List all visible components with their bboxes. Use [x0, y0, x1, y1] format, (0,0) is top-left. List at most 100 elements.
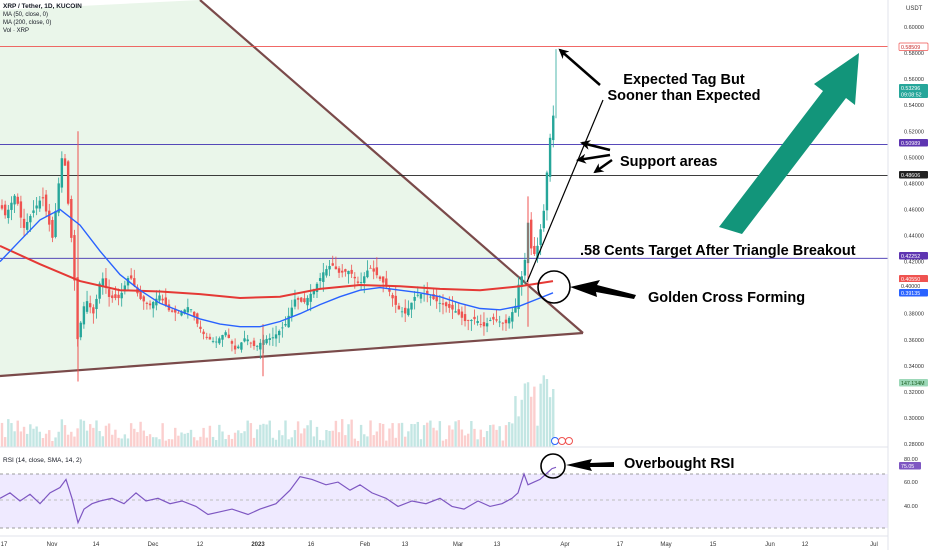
candle: [438, 294, 442, 313]
volume-bar: [438, 421, 442, 447]
x-tick-label: 12: [802, 542, 809, 548]
candle: [473, 309, 476, 325]
candle: [189, 309, 193, 313]
volume-bar: [255, 429, 259, 447]
volume-bar: [400, 422, 404, 447]
x-tick-label: Apr: [560, 542, 569, 548]
volume-bar: [322, 440, 325, 447]
candle: [511, 307, 514, 329]
volume-bar: [227, 434, 230, 447]
volume-bar: [85, 430, 89, 447]
candle: [237, 344, 240, 350]
candle: [177, 310, 180, 314]
price-tag: 0.40000: [899, 282, 928, 290]
candle: [552, 105, 555, 148]
volume-bar: [476, 439, 479, 447]
volume-bar: [199, 436, 202, 447]
volume-bar: [407, 431, 410, 447]
candle: [290, 299, 293, 322]
candle: [215, 336, 218, 349]
volume-bar: [366, 436, 369, 447]
x-tick-label: 13: [494, 542, 501, 548]
volume-bar: [539, 383, 542, 447]
volume-bar: [26, 433, 29, 447]
volume-bar: [548, 397, 552, 447]
candle: [7, 204, 10, 224]
candle: [35, 197, 38, 216]
candle: [101, 272, 104, 295]
candle: [460, 306, 464, 326]
candle: [432, 289, 435, 301]
volume-bar: [63, 425, 67, 447]
candle: [485, 317, 489, 333]
svg-text:147.134M: 147.134M: [901, 381, 925, 387]
x-tick-label: Mar: [453, 542, 463, 548]
volume-bar: [196, 440, 199, 447]
volume-bar: [448, 425, 451, 447]
candle: [495, 309, 498, 323]
volume-bar: [177, 435, 180, 447]
symmetrical-triangle: [0, 0, 584, 378]
volume-bar: [460, 429, 464, 447]
volume-bar: [485, 431, 489, 447]
candle: [454, 301, 457, 313]
volume-bar: [293, 430, 297, 447]
volume-bar: [183, 433, 186, 447]
volume-bar: [422, 425, 426, 447]
volume-bar: [394, 437, 397, 447]
x-tick-label: 17: [617, 542, 624, 548]
volume-bar: [111, 434, 114, 447]
volume-bar: [208, 425, 212, 447]
candle: [306, 295, 309, 311]
rsi-tick-label: 60.00: [904, 480, 918, 486]
volume-bar: [192, 437, 196, 447]
volume-bar: [451, 429, 454, 447]
volume-bar: [457, 420, 460, 447]
candle: [517, 276, 520, 317]
volume-bar: [514, 396, 517, 447]
candle: [44, 190, 48, 218]
candle: [208, 333, 212, 340]
golden-cross-label: Golden Cross Forming: [648, 290, 805, 306]
y-tick-label: 0.46000: [904, 207, 924, 213]
volume-bar: [76, 428, 79, 447]
volume-bar: [303, 428, 306, 447]
volume-bar: [73, 436, 76, 447]
x-tick-label: Dec: [148, 542, 159, 548]
candle: [303, 293, 306, 304]
rsi-tick-label: 80.00: [904, 457, 918, 463]
volume-bar: [397, 423, 401, 447]
candle: [530, 212, 533, 256]
candle: [145, 301, 149, 310]
volume-bar: [372, 435, 375, 447]
volume-bar: [350, 419, 353, 447]
y-tick-label: 0.36000: [904, 338, 924, 344]
price-tag: 0.58509: [898, 42, 929, 51]
volume-bar: [334, 420, 338, 447]
volume-bar: [129, 423, 133, 447]
support-areas-label: Support areas: [620, 154, 718, 170]
volume-bar: [287, 439, 290, 447]
y-tick-label: 0.58000: [904, 51, 924, 57]
volume-bar: [347, 424, 350, 447]
candle: [19, 195, 23, 229]
volume-bar: [444, 439, 448, 447]
volume-bar: [495, 429, 498, 447]
expected-tag-line2: Sooner than Expected: [607, 88, 760, 104]
volume-bar: [278, 430, 281, 447]
candle: [457, 302, 460, 316]
candle: [498, 315, 501, 328]
volume-bar: [511, 423, 514, 447]
x-tick-label: Jul: [870, 542, 878, 548]
volume-bar: [180, 432, 183, 447]
price-tag: 0.40550: [899, 275, 928, 283]
price-tag: 0.39135: [899, 289, 928, 297]
volume-bar: [7, 419, 10, 447]
volume-bar: [533, 386, 536, 447]
volume-bar: [504, 425, 508, 447]
candle: [133, 269, 136, 288]
volume-bar: [218, 424, 221, 447]
candle: [271, 327, 275, 347]
